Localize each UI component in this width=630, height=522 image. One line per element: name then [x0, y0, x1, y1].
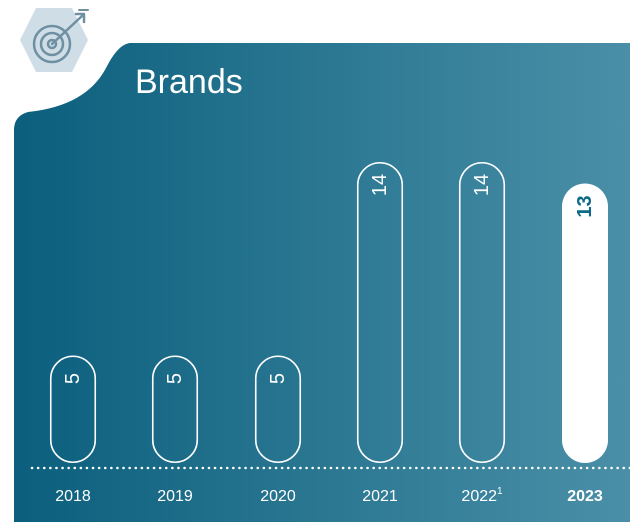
page-title: Brands: [135, 63, 243, 101]
bar-value-label-2023: 13: [574, 195, 596, 217]
x-tick-label-2021: 2021: [362, 488, 398, 505]
bar-value-label-2019: 5: [164, 373, 186, 384]
x-tick-label-2018: 2018: [55, 488, 91, 505]
target-with-arrow-icon: [20, 8, 89, 72]
bar-2018: [49, 355, 97, 464]
x-tick-label-2019: 2019: [157, 488, 193, 505]
bar-value-label-2021: 14: [369, 174, 391, 196]
x-tick-label-2022: 20221: [461, 486, 503, 505]
bar-value-label-2018: 5: [62, 373, 84, 384]
footnote-marker: 1: [497, 486, 503, 497]
bar-2022: [458, 161, 506, 464]
x-tick-label-2020: 2020: [260, 488, 296, 505]
bar-2020: [254, 355, 302, 464]
bar-value-label-2022: 14: [471, 174, 493, 196]
bar-2019: [151, 355, 199, 464]
bar-2023: [562, 183, 608, 463]
bar-2021: [356, 161, 404, 464]
bar-value-label-2020: 5: [267, 373, 289, 384]
x-tick-label-2023: 2023: [567, 488, 603, 505]
